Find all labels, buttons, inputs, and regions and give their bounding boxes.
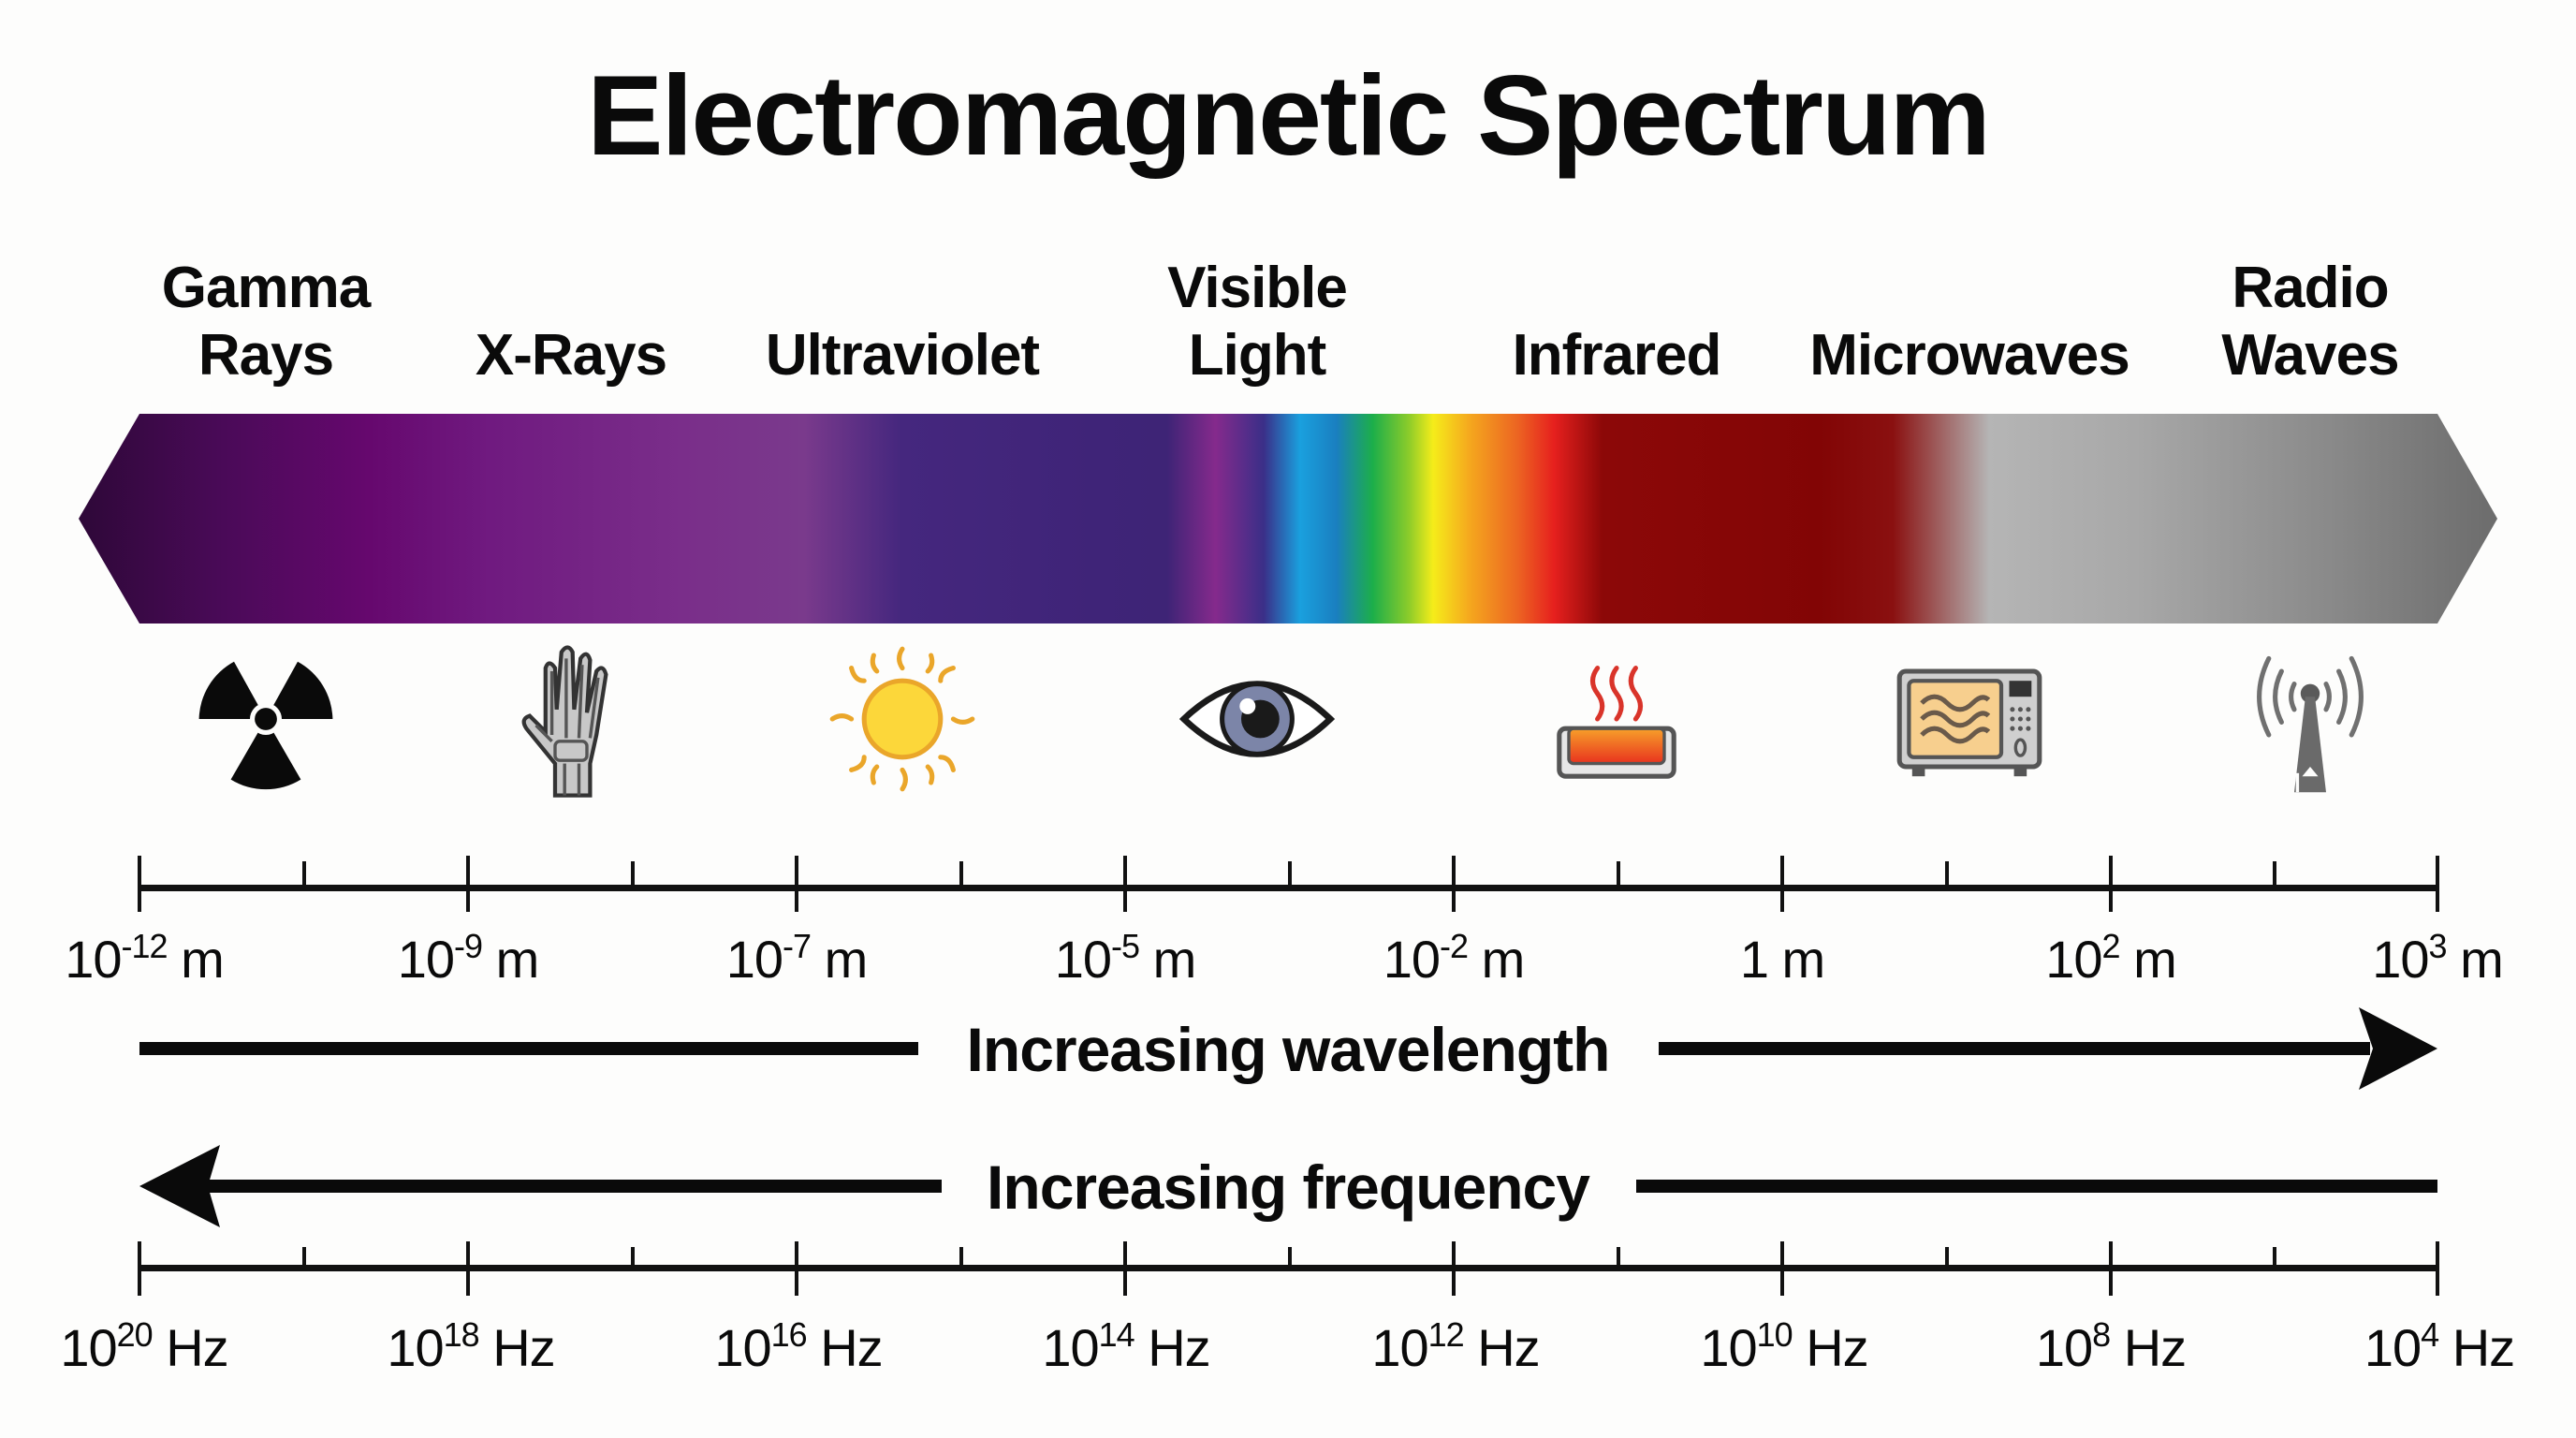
diagram-title: Electromagnetic Spectrum bbox=[587, 51, 1991, 179]
wavelength-axis-line bbox=[139, 885, 2437, 891]
minor-tick bbox=[1617, 861, 1620, 888]
band-label-line1: Gamma bbox=[161, 256, 371, 320]
band-label-line1: Radio bbox=[2232, 256, 2389, 320]
wavelength-label: 102 m bbox=[2045, 927, 2177, 989]
major-tick bbox=[795, 1241, 798, 1296]
major-tick bbox=[795, 856, 798, 912]
frequency-label: 1018 Hz bbox=[387, 1315, 555, 1377]
major-tick bbox=[138, 856, 141, 912]
minor-tick bbox=[2273, 1247, 2276, 1271]
major-tick bbox=[138, 1241, 141, 1296]
band-label-line2: Waves bbox=[2221, 323, 2399, 388]
band-label-radio-waves: Radio Waves bbox=[2132, 255, 2488, 389]
increasing-frequency-arrow bbox=[139, 1145, 2437, 1227]
major-tick bbox=[1123, 856, 1127, 912]
minor-tick bbox=[1288, 861, 1292, 888]
band-label-infrared: Infrared bbox=[1439, 255, 1794, 389]
band-label-line2: Ultraviolet bbox=[765, 323, 1040, 388]
major-tick bbox=[1780, 1241, 1784, 1296]
frequency-label: 1010 Hz bbox=[1700, 1315, 1868, 1377]
band-label-microwaves: Microwaves bbox=[1792, 255, 2147, 389]
band-label-line2: Infrared bbox=[1512, 323, 1722, 388]
band-label-line2: Light bbox=[1188, 323, 1327, 388]
wavelength-label: 103 m bbox=[2372, 927, 2504, 989]
minor-tick bbox=[1945, 861, 1949, 888]
wavelength-label: 10-2 m bbox=[1383, 927, 1526, 989]
spectrum-band bbox=[79, 414, 2497, 624]
wavelength-label: 10-7 m bbox=[725, 927, 869, 989]
radio-tower-icon bbox=[2231, 639, 2390, 799]
microwave-oven-icon bbox=[1890, 639, 2049, 799]
wavelength-label: 10-12 m bbox=[65, 927, 225, 989]
wavelength-label: 10-5 m bbox=[1054, 927, 1197, 989]
radiation-icon bbox=[186, 639, 345, 799]
minor-tick bbox=[959, 861, 963, 888]
eye-icon bbox=[1178, 639, 1337, 799]
increasing-frequency-label: Increasing frequency bbox=[987, 1152, 1590, 1222]
minor-tick bbox=[2273, 861, 2276, 888]
minor-tick bbox=[302, 861, 306, 888]
major-tick bbox=[466, 856, 470, 912]
frequency-label: 1016 Hz bbox=[714, 1315, 883, 1377]
minor-tick bbox=[631, 861, 635, 888]
major-tick bbox=[466, 1241, 470, 1296]
sun-icon bbox=[823, 639, 982, 799]
band-label-line2: Rays bbox=[198, 323, 334, 388]
major-tick bbox=[1452, 856, 1456, 912]
band-label-line1 bbox=[393, 255, 749, 322]
minor-tick bbox=[1945, 1247, 1949, 1271]
major-tick bbox=[1123, 1241, 1127, 1296]
major-tick bbox=[2109, 856, 2113, 912]
increasing-wavelength-arrow bbox=[139, 1007, 2437, 1090]
band-label-line2: Microwaves bbox=[1809, 323, 2130, 388]
band-label-gamma-rays: Gamma Rays bbox=[88, 255, 444, 389]
band-label-line1 bbox=[1439, 255, 1794, 322]
minor-tick bbox=[1617, 1247, 1620, 1271]
band-label-x-rays: X-Rays bbox=[393, 255, 749, 389]
minor-tick bbox=[302, 1247, 306, 1271]
wavelength-label: 1 m bbox=[1739, 930, 1825, 989]
frequency-label: 1014 Hz bbox=[1042, 1315, 1210, 1377]
band-label-line2: X-Rays bbox=[475, 323, 667, 388]
major-tick bbox=[1780, 856, 1784, 912]
wavelength-label: 10-9 m bbox=[397, 927, 540, 989]
xray-hand-icon bbox=[491, 639, 651, 799]
major-tick bbox=[2109, 1241, 2113, 1296]
major-tick bbox=[2436, 1241, 2439, 1296]
minor-tick bbox=[631, 1247, 635, 1271]
frequency-label: 108 Hz bbox=[2035, 1315, 2187, 1377]
heater-icon bbox=[1537, 639, 1696, 799]
band-label-visible-light: Visible Light bbox=[1079, 255, 1435, 389]
minor-tick bbox=[1288, 1247, 1292, 1271]
frequency-label: 104 Hz bbox=[2364, 1315, 2515, 1377]
major-tick bbox=[2436, 856, 2439, 912]
band-label-ultraviolet: Ultraviolet bbox=[724, 255, 1080, 389]
band-label-line1 bbox=[1792, 255, 2147, 322]
frequency-label: 1012 Hz bbox=[1371, 1315, 1540, 1377]
major-tick bbox=[1452, 1241, 1456, 1296]
band-label-line1 bbox=[724, 255, 1080, 322]
frequency-label: 1020 Hz bbox=[60, 1315, 228, 1377]
band-label-line1: Visible bbox=[1167, 256, 1348, 320]
increasing-wavelength-label: Increasing wavelength bbox=[966, 1015, 1611, 1084]
minor-tick bbox=[959, 1247, 963, 1271]
